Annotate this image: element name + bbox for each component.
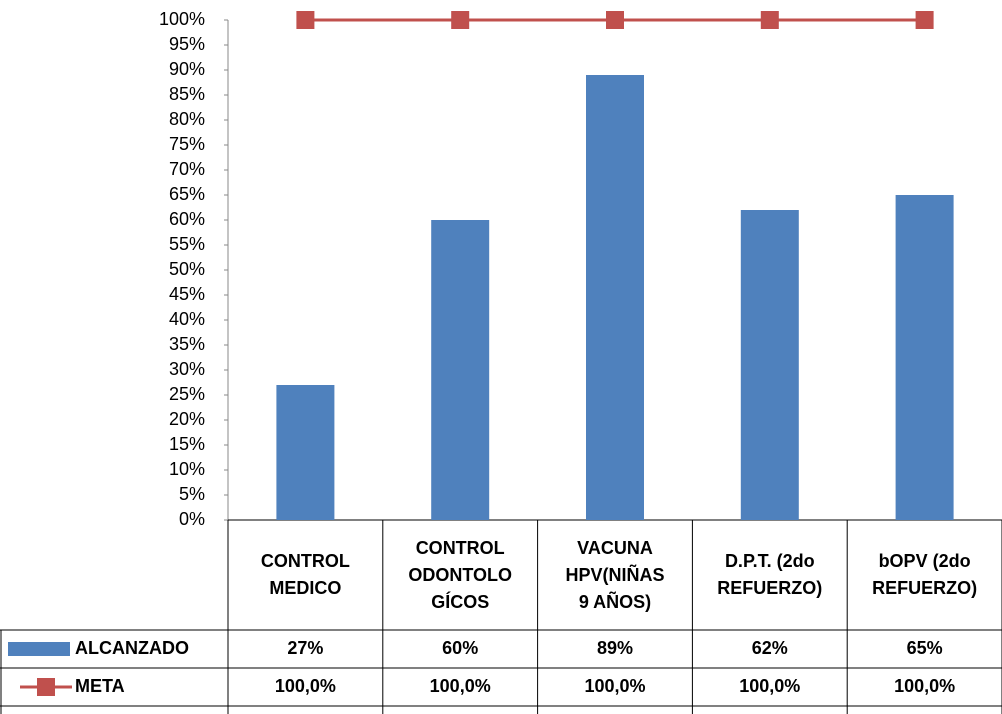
y-tick-label: 85%: [169, 84, 205, 104]
data-label: 100,0%: [584, 676, 645, 696]
y-tick-label: 35%: [169, 334, 205, 354]
marker: [606, 11, 624, 29]
x-tick-label: bOPV (2do REFUERZO): [872, 551, 978, 598]
bar: [895, 195, 954, 520]
y-tick-label: 95%: [169, 34, 205, 54]
x-tick-label: CONTROL ODONTOLO GÍCOS: [408, 537, 513, 612]
y-tick-label: 25%: [169, 384, 205, 404]
bar: [740, 210, 799, 520]
data-label: 62%: [752, 638, 788, 658]
y-tick-label: 20%: [169, 409, 205, 429]
x-tick-label: D.P.T. (2do REFUERZO): [717, 551, 823, 598]
marker: [451, 11, 470, 29]
data-label: 100,0%: [275, 676, 336, 696]
y-tick-label: 65%: [169, 184, 205, 204]
x-tick-label: CONTROL MEDICO: [260, 551, 350, 598]
y-tick-label: 0%: [179, 509, 205, 529]
x-tick-label: VACUNA HPV(NIÑAS 9 AÑOS): [565, 537, 665, 612]
marker: [296, 11, 315, 29]
y-tick-label: 30%: [169, 359, 205, 379]
bar: [586, 75, 644, 520]
y-tick-label: 15%: [169, 434, 205, 454]
data-label: 100,0%: [894, 676, 955, 696]
data-label: 65%: [907, 638, 943, 658]
legend-key: [37, 678, 55, 696]
legend-label: META: [75, 676, 125, 696]
y-tick-label: 45%: [169, 284, 205, 304]
legend-label: ALCANZADO: [75, 638, 189, 658]
y-tick-label: 75%: [169, 134, 205, 154]
data-label: 89%: [597, 638, 633, 658]
data-label: 27%: [287, 638, 323, 658]
y-tick-label: 100%: [159, 9, 205, 29]
y-tick-label: 70%: [169, 159, 205, 179]
y-tick-label: 55%: [169, 234, 205, 254]
data-label: 100,0%: [739, 676, 800, 696]
y-tick-label: 50%: [169, 259, 205, 279]
data-label: 60%: [442, 638, 478, 658]
bar: [276, 385, 335, 520]
y-tick-label: 80%: [169, 109, 205, 129]
y-tick-label: 5%: [179, 484, 205, 504]
bar: [431, 220, 490, 520]
marker: [760, 11, 779, 29]
y-tick-label: 40%: [169, 309, 205, 329]
data-label: 100,0%: [430, 676, 491, 696]
legend-key: [8, 642, 70, 656]
y-tick-label: 60%: [169, 209, 205, 229]
marker: [915, 11, 934, 29]
y-tick-label: 90%: [169, 59, 205, 79]
y-tick-label: 10%: [169, 459, 205, 479]
